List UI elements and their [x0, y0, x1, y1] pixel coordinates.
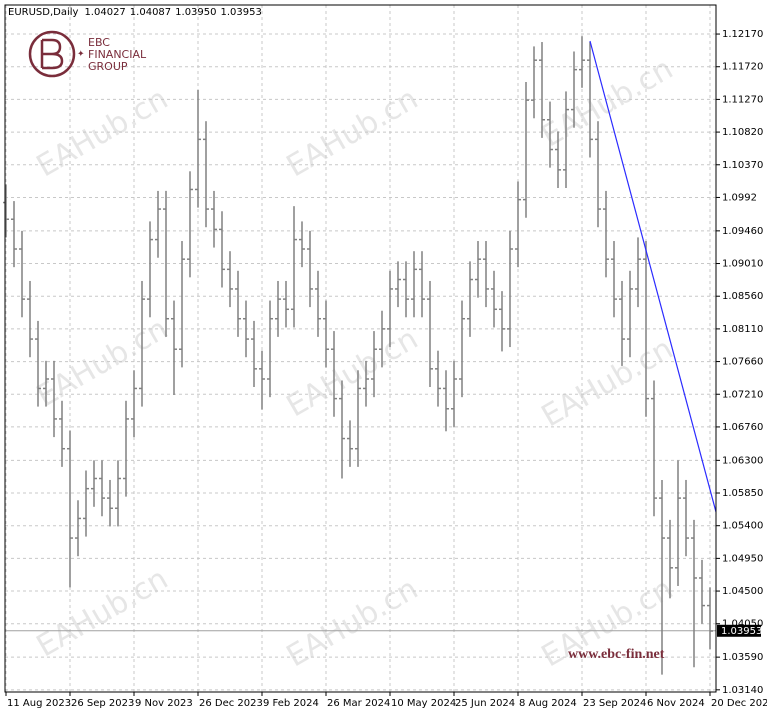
y-tick-label: 1.06300	[722, 455, 763, 466]
plot-border	[4, 4, 717, 693]
y-tick-label: 1.11270	[722, 94, 763, 105]
y-tick-label: 1.08110	[722, 324, 763, 335]
y-tick-label: 1.04950	[722, 553, 763, 564]
header: EURUSD,Daily 1.04027 1.04087 1.03950 1.03953	[8, 7, 262, 18]
y-tick-label: 1.06760	[722, 422, 763, 433]
y-tick-label: 1.09010	[722, 259, 763, 270]
x-tick-label: 26 Mar 2024	[327, 698, 390, 709]
x-tick-label: 6 Nov 2024	[647, 698, 705, 709]
x-tick-label: 26 Sep 2023	[71, 698, 134, 709]
logo-mark	[40, 38, 64, 70]
low-text: 1.03950	[175, 7, 216, 18]
x-tick-label: 9 Feb 2024	[263, 698, 319, 709]
x-tick-label: 11 Aug 2023	[7, 698, 71, 709]
logo-text: GROUP	[88, 60, 128, 73]
x-tick-label: 20 Dec 2024	[711, 698, 767, 709]
price-bars	[3, 36, 713, 675]
y-tick-label: 1.09460	[722, 226, 763, 237]
y-tick-label: 1.05850	[722, 488, 763, 499]
y-tick-label: 1.12170	[722, 29, 763, 40]
website: www.ebc-fin.net	[568, 647, 665, 662]
y-tick-label: 1.10820	[722, 127, 763, 138]
symbol: EURUSD,Daily	[8, 7, 79, 18]
open-text: 1.04027	[84, 7, 125, 18]
logo: ✦ EBC FINANCIAL GROUP	[28, 30, 147, 78]
close-text: 1.03953	[221, 7, 262, 18]
x-tick-label: 25 Jun 2024	[455, 698, 515, 709]
axes: 1.12170 1.11720 1.11270 1.10820 1.10370 1.099…	[5, 29, 767, 709]
y-tick-label: 1.04500	[722, 586, 763, 597]
x-tick-label: 23 Sep 2024	[583, 698, 646, 709]
x-tick-label: 26 Dec 2023	[199, 698, 263, 709]
y-tick-label: 1.05400	[722, 521, 763, 532]
y-tick-label: 1.03140	[722, 685, 763, 696]
last-price-box	[717, 624, 761, 637]
y-tick-label: 1.10370	[722, 160, 763, 171]
x-tick-label: 10 May 2024	[391, 698, 456, 709]
logo-text: EBC	[88, 36, 110, 49]
logo-star: ✦	[77, 50, 85, 60]
y-tick-label: 1.08560	[722, 291, 763, 302]
x-tick-label: 9 Nov 2023	[135, 698, 193, 709]
high-text: 1.04087	[130, 7, 171, 18]
y-tick-label: 1.04050	[722, 619, 763, 630]
logo-ring	[28, 30, 76, 78]
y-tick-label: 1.03590	[722, 652, 763, 663]
y-tick-label: 1.0992	[722, 192, 757, 203]
y-tick-label: 1.07660	[722, 357, 763, 368]
y-tick-label: 1.07210	[722, 389, 763, 400]
x-tick-label: 8 Aug 2024	[519, 698, 577, 709]
y-tick-label: 1.11720	[722, 62, 763, 73]
trend-line	[589, 40, 717, 513]
last-price-label: 1.03953	[721, 626, 762, 637]
logo-text: FINANCIAL	[88, 48, 147, 61]
